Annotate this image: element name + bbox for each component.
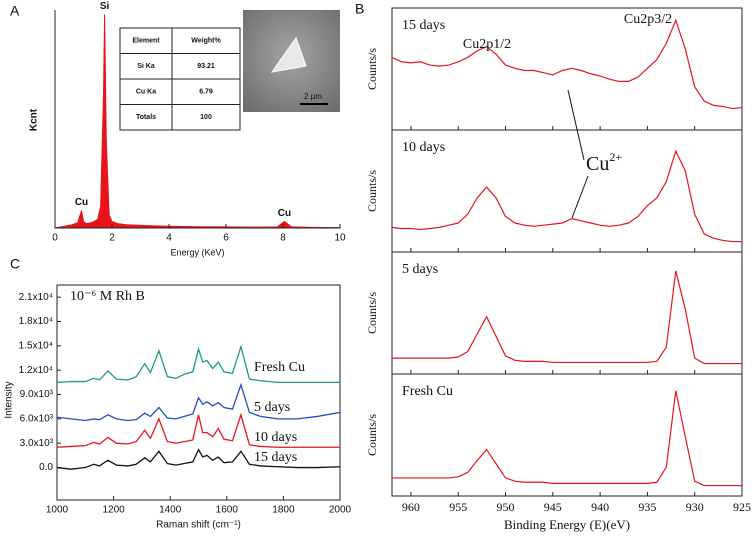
x-axis-label: Binding Energy (E)(eV) [504, 517, 630, 532]
series-label: 15 days [254, 450, 297, 465]
x-tick-label: 2000 [329, 505, 352, 516]
spectrum [54, 14, 341, 229]
table-cell: Cu Ka [136, 89, 156, 96]
x-tick-label: 925 [733, 500, 751, 514]
peak-label: Cu2p3/2 [624, 12, 672, 27]
series-label: 5 days [402, 262, 438, 277]
crystal [270, 36, 307, 73]
x-tick-label: 950 [497, 500, 515, 514]
ion-label: Cu2+ [586, 150, 622, 175]
spectrum [392, 390, 742, 487]
y-tick-label: 1.2x10⁴ [19, 365, 53, 376]
spectrum [392, 270, 742, 365]
x-tick-label: 935 [638, 500, 656, 514]
spectrum [56, 412, 340, 448]
x-tick-label: 4 [166, 233, 172, 244]
x-axis-label: Raman shift (cm⁻¹) [156, 520, 241, 531]
y-tick-label: 2.1x10⁴ [19, 292, 53, 303]
series-label: Fresh Cu [402, 384, 453, 399]
series-label: 10 days [402, 140, 445, 155]
frame [56, 284, 341, 501]
table-cell: 6.79 [199, 89, 213, 96]
y-axis-label: Kcnt [29, 108, 40, 131]
peak-label: Si [100, 1, 110, 12]
spectrum [391, 18, 743, 110]
spectrum [56, 382, 341, 422]
x-tick-label: 1800 [272, 505, 295, 516]
y-tick-label: 1.5x10⁴ [19, 340, 53, 351]
x-tick-label: 930 [686, 500, 704, 514]
peak-label: Cu [75, 197, 88, 208]
x-tick-label: 1400 [159, 505, 182, 516]
panel-label: A [10, 3, 20, 19]
ion-text: Cu [586, 153, 609, 175]
annotation: 10⁻⁶ M Rh B [70, 289, 145, 304]
x-tick-label: 2 [109, 233, 115, 244]
x-tick-label: 945 [544, 500, 562, 514]
table-cell: 100 [200, 114, 212, 121]
y-axis-label: Counts/s [365, 48, 379, 90]
table-cell: Si Ka [137, 63, 155, 70]
y-axis-label: Counts/s [365, 292, 379, 334]
y-tick-label: 6.0x10³ [20, 414, 54, 425]
series-label: Fresh Cu [254, 360, 305, 375]
x-tick-label: 1200 [102, 505, 125, 516]
panel-label: C [10, 256, 20, 272]
spectrum [391, 149, 742, 243]
x-tick-label: 6 [223, 233, 229, 244]
y-tick-label: 0.0 [39, 462, 53, 473]
x-tick-label: 955 [449, 500, 467, 514]
pointer [567, 89, 585, 161]
table-cell: Totals [136, 114, 156, 121]
x-tick-label: 0 [52, 233, 58, 244]
x-tick-label: 1600 [216, 505, 239, 516]
table-cell: 93.21 [197, 63, 215, 70]
spectrum [56, 344, 340, 384]
ion-charge: 2+ [609, 150, 622, 164]
x-tick-label: 10 [334, 233, 346, 244]
y-tick-label: 3.0x10³ [20, 438, 54, 449]
y-axis-label: Intensity [4, 381, 15, 418]
y-tick-label: 9.0x10³ [20, 389, 54, 400]
x-tick-label: 960 [402, 500, 420, 514]
y-axis-label: Counts/s [365, 170, 379, 212]
y-axis-label: Counts/s [365, 414, 379, 456]
series-label: 10 days [254, 430, 297, 445]
x-tick-label: 940 [591, 500, 609, 514]
table-cell: Element [132, 38, 160, 45]
series-label: 5 days [254, 400, 290, 415]
x-tick-label: 1000 [46, 505, 69, 516]
table-cell: Weight% [191, 38, 221, 45]
x-tick-label: 8 [280, 233, 286, 244]
peak-label: Cu2p1/2 [463, 37, 511, 52]
spectrum [56, 448, 341, 470]
peak-label: Cu [278, 208, 291, 219]
pointer [571, 175, 589, 219]
series-label: 15 days [402, 18, 445, 33]
scale-label: 2 μm [304, 92, 322, 101]
y-tick-label: 1.8x10⁴ [19, 316, 53, 327]
x-axis-label: Energy (KeV) [170, 247, 224, 257]
panel-label: B [355, 1, 364, 17]
